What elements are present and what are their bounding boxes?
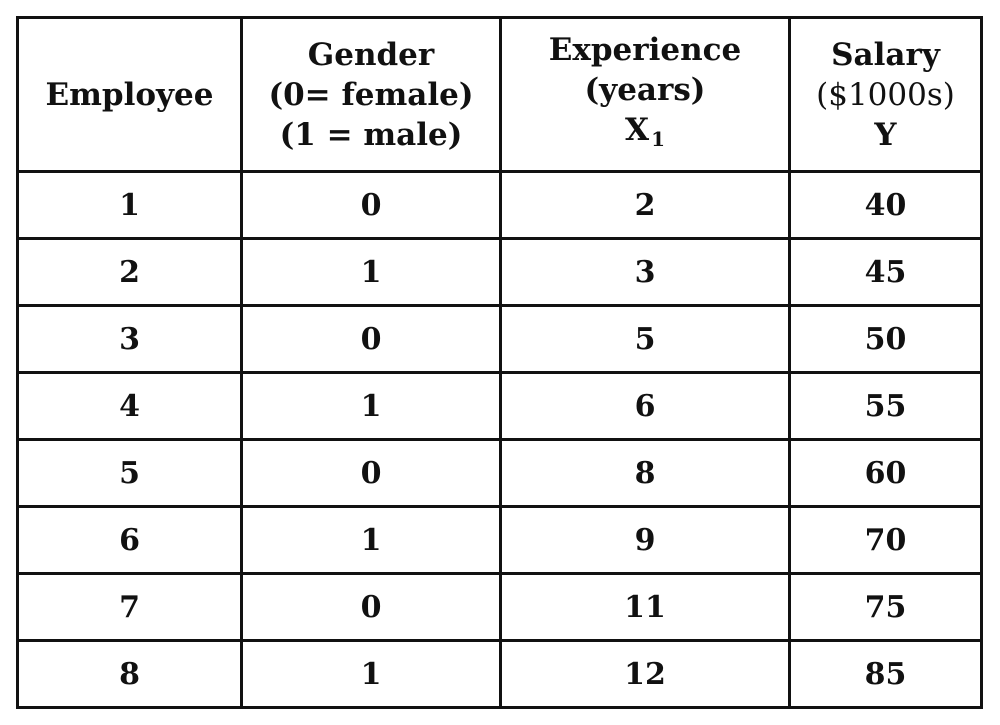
cell-employee: 3 [16,304,243,374]
header-experience-title: Experience [548,32,742,68]
cell-gender: 1 [240,505,502,575]
table-row: 8 1 12 85 [16,639,983,709]
cell-employee: 7 [16,572,243,642]
header-salary-title: Salary [831,36,940,73]
cell-experience: 11 [499,572,791,642]
table-row: 2 1 3 45 [16,237,983,307]
cell-gender: 1 [240,237,502,307]
cell-employee: 6 [16,505,243,575]
cell-gender: 0 [240,170,502,240]
cell-experience: 3 [499,237,791,307]
table-row: 6 1 9 70 [16,505,983,575]
cell-salary: 55 [788,371,983,441]
cell-salary: 40 [788,170,983,240]
cell-salary: 75 [788,572,983,642]
cell-employee: 8 [16,639,243,709]
table-row: 4 1 6 55 [16,371,983,441]
header-employee: Employee [16,16,243,173]
cell-employee: 4 [16,371,243,441]
table-row: 7 0 11 75 [16,572,983,642]
header-gender-code-male: (1 = male) [279,116,463,153]
cell-gender: 0 [240,438,502,508]
table-row: 5 0 8 60 [16,438,983,508]
cell-experience: 5 [499,304,791,374]
cell-gender: 0 [240,304,502,374]
cell-experience: 9 [499,505,791,575]
header-row: Employee Gender (0= female) (1 = male) E… [16,16,983,173]
cell-gender: 1 [240,639,502,709]
header-gender: Gender (0= female) (1 = male) [240,16,502,173]
cell-experience: 12 [499,639,791,709]
header-employee-label: Employee [45,76,214,113]
cell-employee: 1 [16,170,243,240]
data-table-container: Employee Gender (0= female) (1 = male) E… [16,16,983,709]
cell-salary: 85 [788,639,983,709]
header-experience-subscript: 1 [651,127,665,151]
cell-experience: 2 [499,170,791,240]
header-experience-symbol: X [625,112,650,148]
table-row: 3 0 5 50 [16,304,983,374]
cell-salary: 70 [788,505,983,575]
header-experience-unit: (years) [584,72,706,108]
header-salary-unit: ($1000s) [816,76,955,113]
header-salary: Salary ($1000s) Y [788,16,983,173]
cell-experience: 6 [499,371,791,441]
cell-employee: 2 [16,237,243,307]
employee-salary-table: Employee Gender (0= female) (1 = male) E… [16,16,983,709]
cell-experience: 8 [499,438,791,508]
header-salary-symbol: Y [874,116,897,153]
cell-salary: 45 [788,237,983,307]
header-gender-code-female: (0= female) [268,76,474,113]
cell-salary: 60 [788,438,983,508]
table-row: 1 0 2 40 [16,170,983,240]
cell-salary: 50 [788,304,983,374]
cell-gender: 1 [240,371,502,441]
header-gender-title: Gender [307,36,435,73]
cell-employee: 5 [16,438,243,508]
cell-gender: 0 [240,572,502,642]
